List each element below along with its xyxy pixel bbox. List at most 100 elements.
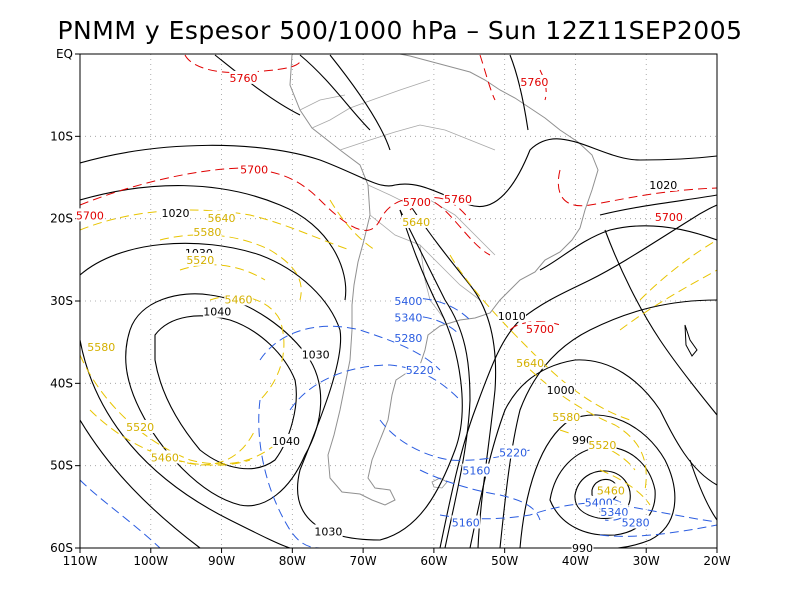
lat-tick-label: EQ [56, 47, 73, 61]
isobar-outer-w [80, 419, 201, 548]
thickness-label: 5760 [444, 193, 472, 206]
thickness-label: 5520 [126, 421, 154, 434]
lon-tick-label: 80W [279, 554, 306, 568]
lat-tick-label: 20S [50, 212, 73, 226]
thickness-label-bg [402, 195, 432, 209]
isobars [80, 54, 717, 548]
thickness-label: 5460 [597, 484, 625, 497]
isobar-east-1 [539, 225, 717, 271]
thickness-label-bg [125, 419, 155, 433]
contour-labels: 1020103010401030104010301020101010009909… [75, 70, 684, 555]
thickness-5700-north [80, 167, 491, 256]
thickness-mid-ne-2 [619, 269, 717, 331]
isobar-label-bg [649, 177, 678, 191]
thickness-label-bg [401, 214, 431, 228]
thickness-label-bg [394, 331, 423, 345]
thickness-label: 5160 [462, 465, 490, 478]
thickness-label-bg [239, 162, 269, 176]
thickness-5640-east [449, 254, 631, 421]
thickness-mid-ne-1 [639, 239, 717, 301]
lon-tick-label: 60W [420, 554, 447, 568]
thickness-label-bg [405, 363, 434, 377]
isobar-990 [549, 446, 656, 536]
thickness-5700-east [557, 169, 717, 207]
thickness-label-bg [596, 483, 626, 497]
thickness-label: 5280 [622, 516, 650, 529]
thickness-5580-west [159, 234, 302, 301]
thickness-label: 5580 [193, 226, 221, 239]
thickness-mid-n-1 [329, 199, 376, 251]
thickness-label-bg [207, 210, 236, 224]
coastline [289, 54, 698, 506]
lon-tick-label: 20W [703, 554, 730, 568]
isobar-label: 990 [572, 434, 593, 447]
island-outline [684, 324, 698, 357]
thickness-5160-south [419, 469, 541, 521]
isobar-gradient-1 [399, 209, 471, 548]
lon-tick-label: 90W [208, 554, 235, 568]
isobar-label: 1030 [314, 526, 342, 539]
isobar-label: 1020 [162, 207, 190, 220]
thickness-label-bg [87, 340, 116, 354]
lat-lon-grid [80, 54, 717, 548]
isobar-label: 1040 [272, 435, 300, 448]
thickness-5580-sw [80, 354, 281, 465]
isobar-nw-top [299, 54, 371, 131]
thickness-label-bg [150, 450, 180, 464]
isobar-label: 1020 [649, 179, 677, 192]
thickness-5700-se [509, 321, 561, 331]
thickness-label-bg [394, 294, 423, 307]
thickness-label-bg [394, 310, 423, 324]
lat-tick-label: 10S [50, 129, 73, 143]
thickness-label-bg [498, 445, 528, 459]
isobar-label-bg [301, 347, 330, 361]
thickness-label-bg [600, 504, 629, 518]
thickness-cold-sw [80, 479, 161, 548]
isobar-outer-sw [80, 339, 291, 548]
isobar-980 [574, 470, 631, 519]
isobar-1020-sw [80, 185, 347, 301]
thickness-label-bg [229, 70, 258, 84]
isobar-label-bg [314, 524, 343, 538]
thickness-label-bg [462, 463, 491, 477]
isobar-label: 1040 [203, 306, 231, 319]
thickness-label-bg [654, 210, 684, 224]
thickness-label: 5760 [229, 72, 257, 85]
isobar-1000 [469, 359, 717, 548]
isobar-label-bg [161, 205, 190, 219]
isobar-label: 1000 [547, 384, 575, 397]
thickness-cold-west [258, 399, 321, 548]
isobar-1020-north [80, 138, 717, 208]
thickness-label-bg [224, 292, 253, 306]
isobar-label-bg [497, 308, 526, 322]
lat-tick-label: 30S [50, 294, 73, 308]
thickness-label-bg [588, 438, 617, 452]
thickness-label: 5280 [394, 332, 422, 345]
thickness-5760-nw [184, 54, 301, 74]
lon-tick-label: 50W [491, 554, 518, 568]
lon-tick-label: 100W [133, 554, 168, 568]
thickness-5160-south-2 [439, 502, 717, 523]
thickness-label: 5640 [208, 212, 236, 225]
thickness-label: 5760 [520, 76, 548, 89]
lon-tick-label: 40W [562, 554, 589, 568]
thickness-label-bg [451, 515, 480, 529]
thickness-label: 5520 [588, 439, 616, 452]
thickness-label-bg [525, 321, 555, 335]
isobar-east-4 [689, 459, 717, 521]
thickness-label: 5460 [225, 293, 253, 306]
isobar-label-bg [571, 541, 594, 554]
isobar-east-2 [599, 194, 717, 216]
thickness-label: 5700 [526, 323, 554, 336]
thickness-label: 5700 [240, 163, 268, 176]
thickness-label-bg [186, 252, 215, 266]
thickness-5280-north [259, 325, 441, 371]
axes: 110W 100W 90W 80W 70W 60W 50W 40W 30W 20W EQ 10S 20S… [50, 47, 731, 568]
thickness-label: 5640 [516, 357, 544, 370]
thickness-label: 5520 [186, 254, 214, 267]
isobar-label-bg [571, 433, 594, 447]
thickness-label: 5400 [394, 295, 422, 308]
isobar-1040-inner [154, 315, 297, 470]
thickness-label: 5340 [394, 311, 422, 324]
